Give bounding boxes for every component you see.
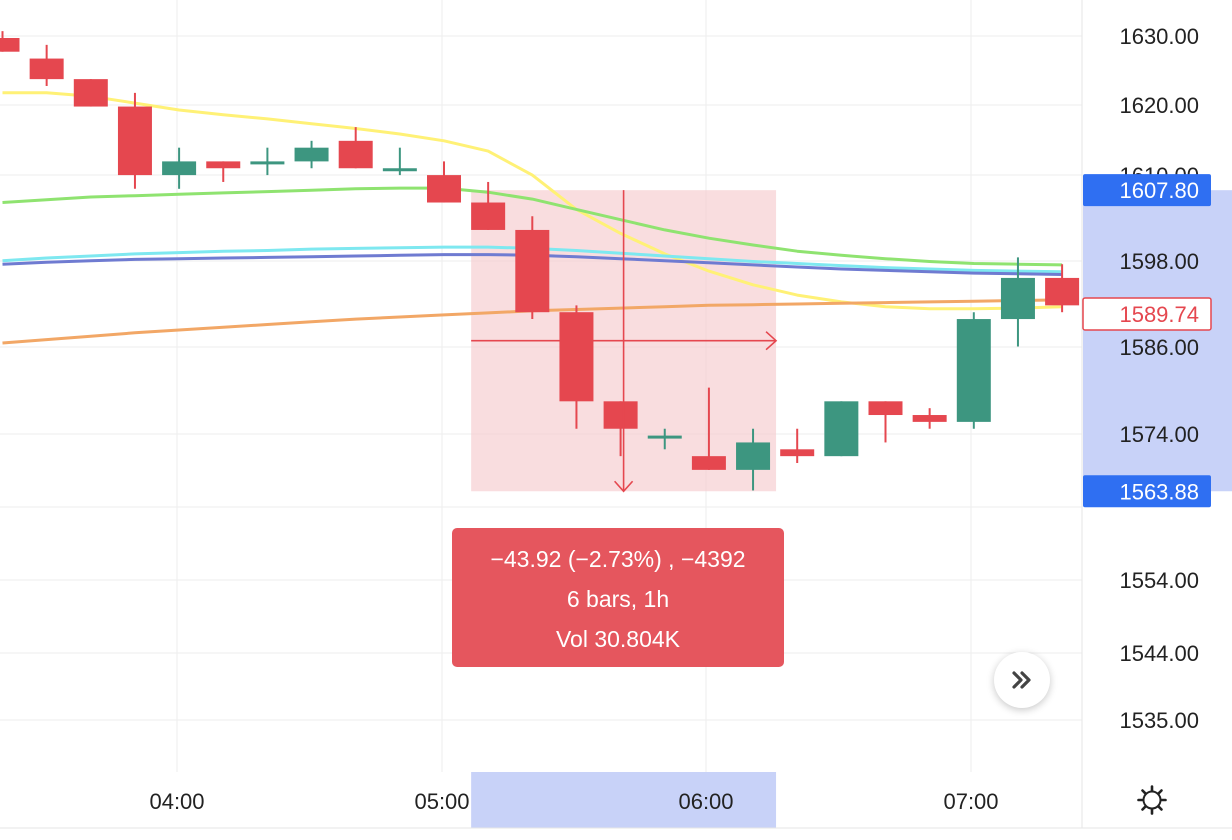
candle — [117, 92, 152, 189]
candle-body — [117, 106, 152, 176]
candle-body — [1045, 277, 1080, 306]
candle — [206, 161, 241, 182]
candle — [427, 161, 461, 203]
candle-body — [956, 319, 991, 422]
candle — [956, 312, 991, 429]
last-price-badge-box — [1082, 297, 1212, 331]
gear-icon — [1137, 785, 1167, 815]
price-axis-label: 1630.00 — [1119, 24, 1199, 49]
scroll-to-realtime-button[interactable] — [994, 652, 1050, 708]
price-axis-label: 1586.00 — [1119, 335, 1199, 360]
measure-bars-text: 6 bars, 1h — [566, 586, 670, 612]
measure-price-range-highlight — [1083, 190, 1232, 492]
measure-volume-text: Vol 30.804K — [555, 626, 681, 652]
candle — [471, 181, 506, 230]
price-axis-label: 1574.00 — [1119, 422, 1199, 447]
candle-body — [647, 435, 682, 439]
candle-body — [382, 168, 417, 172]
moving-average-line-2 — [2, 186, 1063, 267]
candle-body — [691, 456, 726, 470]
candle-body — [0, 38, 20, 52]
candle — [250, 147, 285, 176]
price-axis-label: 1620.00 — [1119, 93, 1199, 118]
measure-low-price-badge: 1563.88 — [1119, 479, 1199, 504]
measure-high-price-badge-box — [1083, 174, 1211, 207]
price-axis-label: 1554.00 — [1119, 568, 1199, 593]
candle — [515, 216, 550, 320]
candle-body — [824, 401, 859, 457]
candle — [868, 401, 903, 443]
candle — [912, 408, 947, 429]
candle — [603, 401, 638, 457]
chart-settings-button[interactable] — [1134, 782, 1170, 818]
candle — [294, 140, 329, 169]
candle-body — [206, 161, 241, 169]
candle — [1045, 264, 1080, 313]
candle-body — [780, 449, 815, 457]
measure-tooltip: −43.92 (−2.73%) , −4392 6 bars, 1h Vol 3… — [452, 528, 784, 667]
measure-high-price-badge: 1607.80 — [1119, 178, 1199, 203]
candle — [382, 147, 417, 176]
candle — [29, 44, 64, 86]
candle-body — [912, 415, 947, 422]
measure-low-price-badge-box — [1083, 475, 1211, 508]
measure-horizontal-arrowhead — [765, 331, 778, 351]
candle-body — [515, 229, 550, 313]
candle — [824, 401, 859, 457]
moving-average-line-1 — [2, 91, 1063, 311]
candle — [338, 127, 373, 169]
candle-body — [250, 161, 285, 165]
measure-time-range-highlight — [471, 772, 777, 828]
price-axis-label: 1535.00 — [1119, 708, 1199, 733]
time-axis-label: 05:00 — [414, 789, 469, 814]
time-axis-label: 07:00 — [943, 789, 998, 814]
candle — [0, 31, 20, 52]
candle — [736, 428, 771, 491]
candle-body — [294, 147, 329, 162]
last-price-badge: 1589.74 — [1119, 302, 1199, 327]
double-chevron-right-icon — [1012, 671, 1031, 689]
time-axis-label: 04:00 — [149, 789, 204, 814]
candle — [559, 305, 594, 429]
price-axis-label: 1544.00 — [1119, 641, 1199, 666]
candle-body — [73, 79, 108, 107]
candle-body — [1000, 277, 1035, 320]
price-axis-label: 1598.00 — [1119, 249, 1199, 274]
candle — [73, 79, 108, 107]
measure-change-text: −43.92 (−2.73%) , −4392 — [490, 546, 746, 572]
candle-body — [736, 442, 771, 470]
candle-body — [427, 175, 461, 203]
candle — [647, 428, 682, 450]
candle-body — [338, 140, 373, 169]
candle — [1000, 257, 1035, 347]
candle-body — [559, 312, 594, 402]
candle-body — [29, 58, 64, 80]
candle-body — [162, 161, 197, 176]
time-axis-label: 06:00 — [678, 789, 733, 814]
candle — [162, 147, 197, 189]
candle — [691, 387, 726, 470]
candle-body — [471, 202, 506, 230]
candle-body — [868, 401, 903, 416]
candle-body — [603, 401, 638, 429]
candle — [780, 428, 815, 464]
measure-vertical-arrowhead — [614, 480, 634, 493]
